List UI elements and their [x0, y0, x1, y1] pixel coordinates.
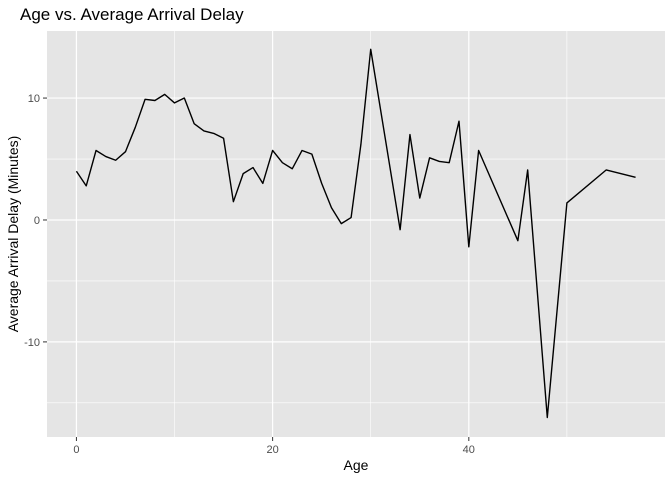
x-axis-ticks: 0 20 40 [73, 437, 475, 456]
y-axis-ticks: -10 0 10 [24, 93, 47, 349]
series-line [75, 48, 636, 419]
x-tick-label: 20 [266, 444, 278, 456]
x-axis-title: Age [344, 457, 369, 473]
plot-panel [47, 31, 665, 437]
y-tick-label: -10 [24, 337, 40, 349]
grid-minor [47, 31, 665, 437]
y-tick-label: 0 [34, 215, 40, 227]
y-tick-label: 10 [28, 93, 40, 105]
x-tick-label: 40 [463, 444, 475, 456]
chart-title: Age vs. Average Arrival Delay [20, 5, 244, 24]
grid-major [47, 31, 665, 437]
x-tick-label: 0 [73, 444, 79, 456]
y-axis-title: Average Arrival Delay (Minutes) [5, 136, 21, 333]
